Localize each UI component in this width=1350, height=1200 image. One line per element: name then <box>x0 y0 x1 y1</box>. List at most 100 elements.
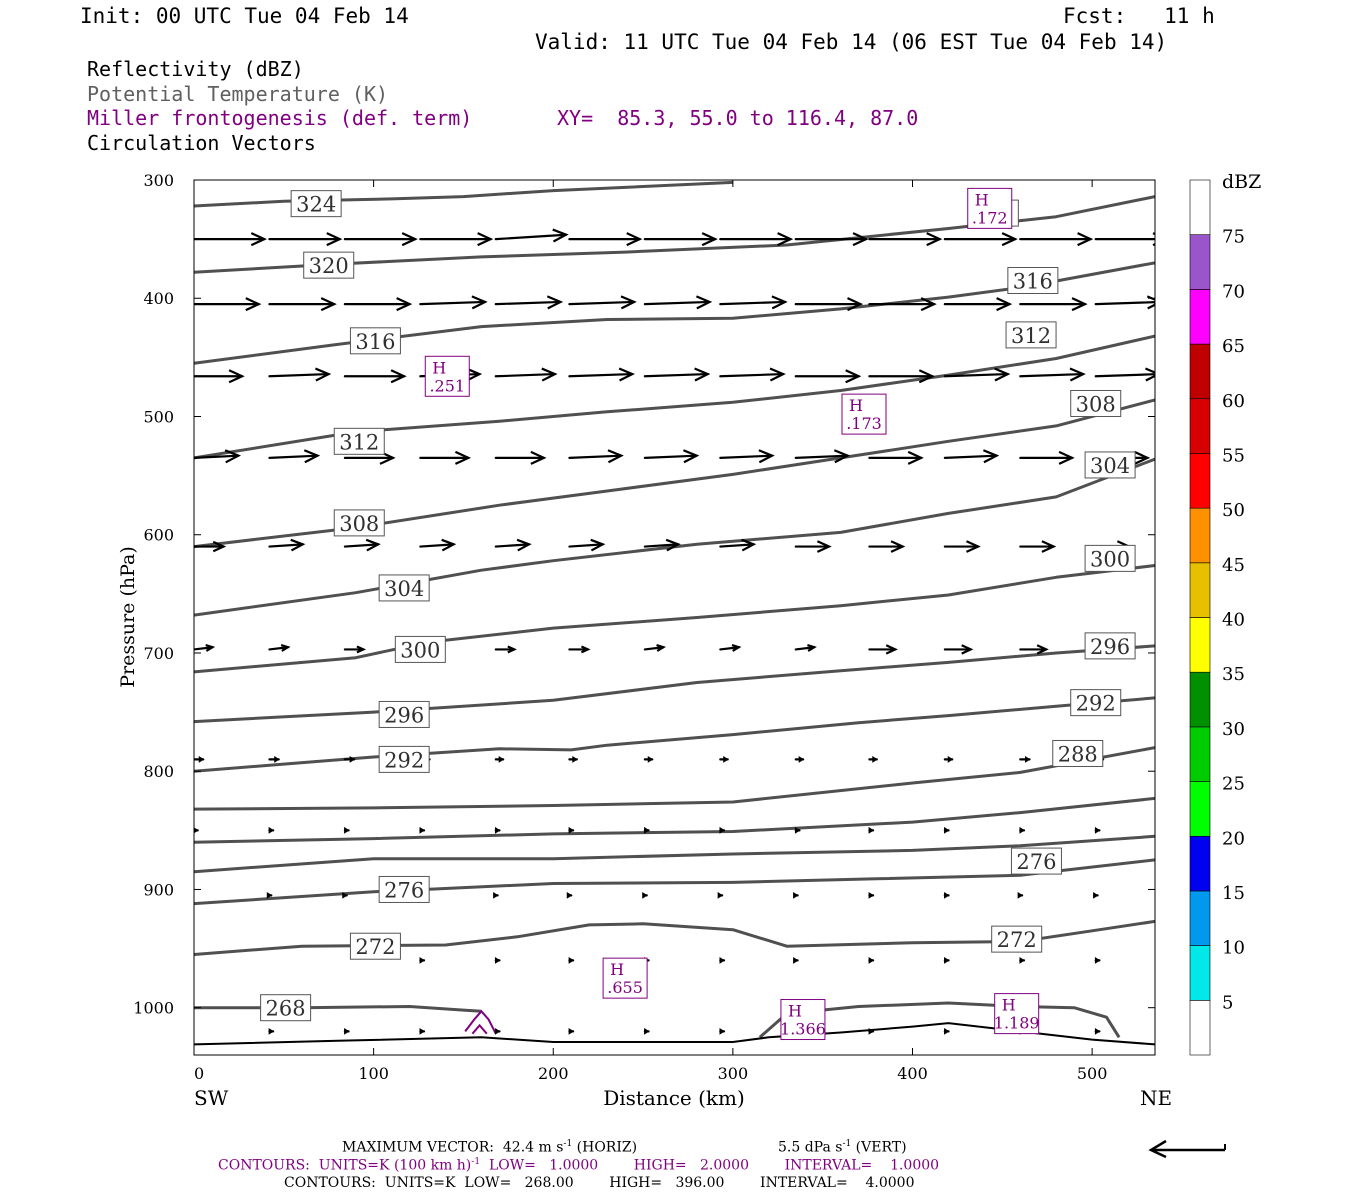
circulation-vector <box>1019 644 1049 655</box>
colorbar-level-label: 60 <box>1222 391 1245 412</box>
y-tick-label: 900 <box>143 880 174 899</box>
circulation-vector <box>568 449 624 464</box>
circulation-vector <box>943 1027 950 1035</box>
circulation-vector <box>342 891 348 899</box>
circulation-vector <box>194 232 267 247</box>
colorbar-segment <box>1189 289 1211 345</box>
max-vector-vert-line: 5.5 dPa s-1 (VERT) <box>778 1139 907 1156</box>
colorbar-level-label: 70 <box>1222 281 1245 302</box>
circulation-vector <box>419 295 488 310</box>
x-axis-title: Distance (km) <box>603 1086 745 1110</box>
colorbar-level-label: 40 <box>1222 610 1245 631</box>
frontogenesis-max-box <box>424 355 470 397</box>
colorbar-level-label: 50 <box>1222 500 1245 521</box>
colorbar-segment <box>1189 179 1211 235</box>
circulation-vector <box>643 755 654 763</box>
colorbar-segment <box>1189 671 1211 728</box>
x-tick-label: 0 <box>194 1064 204 1083</box>
theta-label-box <box>378 875 430 903</box>
circulation-vector <box>794 826 801 834</box>
max-vector-vert-exp: -1 <box>842 1139 852 1149</box>
theta-label-320: 320 <box>309 254 349 278</box>
circulation-vector <box>568 755 578 763</box>
circulation-vector <box>194 755 205 763</box>
circulation-vector <box>794 369 862 384</box>
sw-label: SW <box>194 1086 229 1110</box>
contours1-exp: -1 <box>471 1157 481 1167</box>
circulation-vector <box>1094 1027 1101 1035</box>
circulation-vector <box>719 957 726 964</box>
x-tick-label: 500 <box>1077 1064 1108 1083</box>
theta-label-box <box>394 635 446 663</box>
theta-label-292: 292 <box>1076 692 1116 716</box>
circulation-vector <box>643 643 666 652</box>
circulation-vector <box>794 232 869 247</box>
circulation-vector <box>343 645 367 654</box>
colorbar-level-label: 55 <box>1222 445 1245 466</box>
circulation-vector <box>343 232 418 247</box>
frontogenesis-max-value: .251 <box>429 376 465 395</box>
theta-label-box <box>1070 389 1122 417</box>
theta-label-box <box>349 327 401 355</box>
circulation-vector <box>1019 232 1094 247</box>
y-tick-label: 300 <box>143 171 174 190</box>
circulation-vector <box>794 297 864 312</box>
frontogenesis-max-value: 1.189 <box>994 1014 1040 1033</box>
circulation-vector <box>494 538 532 552</box>
circulation-vector <box>343 1027 350 1035</box>
theta-contour-280 <box>194 834 1155 874</box>
circulation-vector <box>568 826 575 834</box>
circulation-vector <box>419 957 426 964</box>
frontogenesis-max-value: .655 <box>607 978 643 997</box>
circulation-vector <box>268 367 332 382</box>
y-tick-label: 400 <box>143 289 174 308</box>
circulation-vector <box>268 755 280 763</box>
circulation-vector <box>943 232 1018 247</box>
theta-contour-324 <box>194 180 733 208</box>
circulation-vector <box>943 644 974 655</box>
circulation-vector <box>868 297 937 312</box>
circulation-vector <box>1019 367 1086 382</box>
circulation-vector <box>568 645 591 654</box>
theta-label-box <box>1007 267 1059 295</box>
circulation-vector <box>494 957 501 964</box>
circulation-vector <box>419 538 457 552</box>
theta-label-276: 276 <box>1016 850 1056 874</box>
theta-label-312: 312 <box>1011 324 1051 348</box>
circulation-vector <box>343 755 356 763</box>
colorbar-segment <box>1189 726 1211 782</box>
circulation-vector <box>719 538 757 552</box>
colorbar-level-label: 30 <box>1222 719 1245 740</box>
circulation-vector <box>643 232 718 247</box>
theta-label-box <box>1070 689 1122 717</box>
frontogenesis-max-label: H <box>610 960 624 979</box>
circulation-vector <box>494 228 569 243</box>
frontogenesis-contour-info: CONTOURS: UNITS=K (100 km h)-1 LOW= 1.00… <box>218 1157 939 1174</box>
circulation-vector <box>494 755 505 763</box>
circulation-vector <box>1019 297 1088 312</box>
circulation-vector <box>643 449 700 464</box>
frontogenesis-max-box <box>602 957 648 999</box>
theta-contour-300 <box>194 564 1155 674</box>
theta-label-box <box>378 574 430 602</box>
circulation-vector <box>566 891 573 899</box>
circulation-vector <box>1153 303 1155 306</box>
circulation-vector <box>419 1027 426 1035</box>
title-frontogenesis: Miller frontogenesis (def. term) <box>87 106 473 130</box>
circulation-vector <box>1094 367 1155 382</box>
colorbar-segment <box>1189 945 1211 1001</box>
colorbar-segment <box>1189 1000 1211 1056</box>
max-vector-vert-tail: (VERT) <box>851 1139 907 1156</box>
reference-vector <box>1148 1139 1226 1159</box>
theta-contour-288 <box>194 746 1155 811</box>
y-tick-label: 1000 <box>133 999 174 1018</box>
circulation-vector <box>1094 826 1101 834</box>
circulation-vector <box>643 367 711 382</box>
circulation-vector <box>794 540 832 553</box>
circulation-vector <box>943 957 950 964</box>
circulation-vector <box>868 755 878 763</box>
circulation-vector <box>568 957 575 964</box>
theta-label-300: 300 <box>1090 547 1130 571</box>
circulation-vector <box>943 826 950 834</box>
circulation-vector <box>268 449 321 464</box>
